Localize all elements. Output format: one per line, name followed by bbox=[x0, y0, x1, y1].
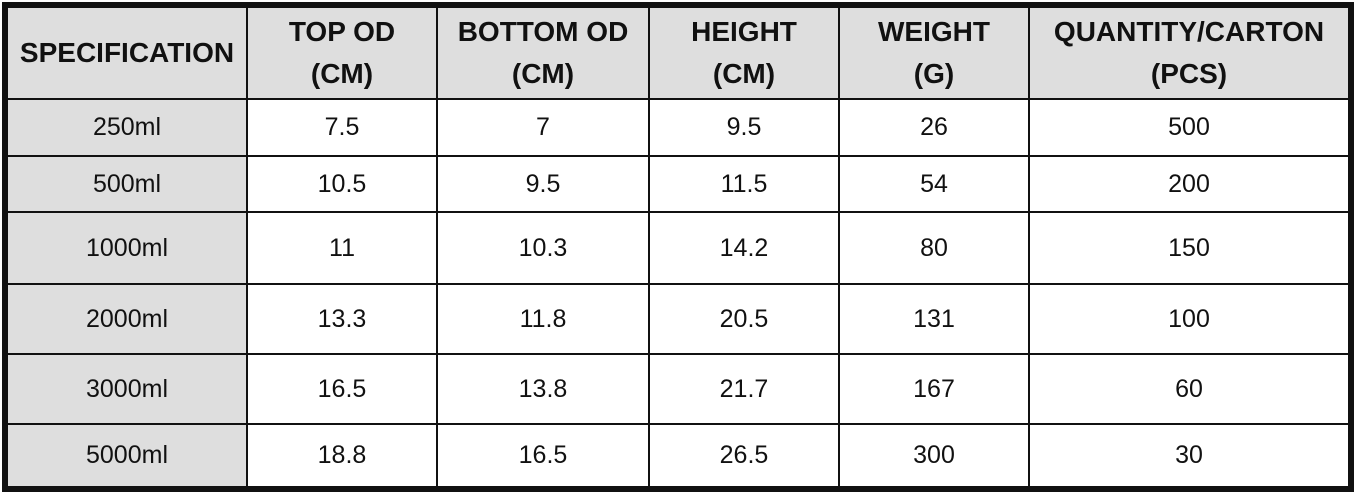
value-cell: 14.2 bbox=[650, 213, 838, 283]
value-cell: 80 bbox=[840, 213, 1028, 283]
value-cell: 10.5 bbox=[248, 157, 436, 211]
spec-cell: 3000ml bbox=[8, 355, 246, 423]
spec-cell: 500ml bbox=[8, 157, 246, 211]
spec-cell: 1000ml bbox=[8, 213, 246, 283]
value-cell: 54 bbox=[840, 157, 1028, 211]
value-cell: 26 bbox=[840, 100, 1028, 155]
header-text: SPECIFICATION bbox=[19, 37, 235, 68]
value-cell: 131 bbox=[840, 285, 1028, 353]
header-cell: HEIGHT (CM) bbox=[650, 8, 838, 98]
spec-cell: 2000ml bbox=[8, 285, 246, 353]
value-cell: 20.5 bbox=[650, 285, 838, 353]
header-text: HEIGHT bbox=[691, 16, 797, 47]
header-text: (CM) bbox=[511, 58, 575, 89]
value-cell: 500 bbox=[1030, 100, 1348, 155]
header-cell: TOP OD (CM) bbox=[248, 8, 436, 98]
value-cell: 13.3 bbox=[248, 285, 436, 353]
value-cell: 30 bbox=[1030, 425, 1348, 486]
value-cell: 26.5 bbox=[650, 425, 838, 486]
value-cell: 200 bbox=[1030, 157, 1348, 211]
header-text: (CM) bbox=[712, 58, 776, 89]
header-text: (PCS) bbox=[1150, 58, 1228, 89]
value-cell: 150 bbox=[1030, 213, 1348, 283]
header-text: QUANTITY/CARTON bbox=[1053, 16, 1325, 47]
header-cell: SPECIFICATION bbox=[8, 8, 246, 98]
header-text: WEIGHT bbox=[878, 16, 990, 47]
value-cell: 10.3 bbox=[438, 213, 648, 283]
value-cell: 11.5 bbox=[650, 157, 838, 211]
value-cell: 300 bbox=[840, 425, 1028, 486]
value-cell: 16.5 bbox=[438, 425, 648, 486]
value-cell: 9.5 bbox=[650, 100, 838, 155]
spec-cell: 250ml bbox=[8, 100, 246, 155]
value-cell: 9.5 bbox=[438, 157, 648, 211]
value-cell: 21.7 bbox=[650, 355, 838, 423]
header-text: (G) bbox=[913, 58, 955, 89]
header-cell: WEIGHT (G) bbox=[840, 8, 1028, 98]
value-cell: 7.5 bbox=[248, 100, 436, 155]
value-cell: 11 bbox=[248, 213, 436, 283]
header-cell: BOTTOM OD (CM) bbox=[438, 8, 648, 98]
value-cell: 11.8 bbox=[438, 285, 648, 353]
value-cell: 167 bbox=[840, 355, 1028, 423]
value-cell: 60 bbox=[1030, 355, 1348, 423]
value-cell: 7 bbox=[438, 100, 648, 155]
header-cell: QUANTITY/CARTON (PCS) bbox=[1030, 8, 1348, 98]
header-text: TOP OD bbox=[288, 16, 396, 47]
value-cell: 100 bbox=[1030, 285, 1348, 353]
spec-cell: 5000ml bbox=[8, 425, 246, 486]
header-text: BOTTOM OD bbox=[457, 16, 629, 47]
value-cell: 18.8 bbox=[248, 425, 436, 486]
header-text: (CM) bbox=[310, 58, 374, 89]
spec-table: SPECIFICATION TOP OD (CM) BOTTOM OD (CM) HEIG… bbox=[8, 8, 1348, 486]
value-cell: 13.8 bbox=[438, 355, 648, 423]
value-cell: 16.5 bbox=[248, 355, 436, 423]
